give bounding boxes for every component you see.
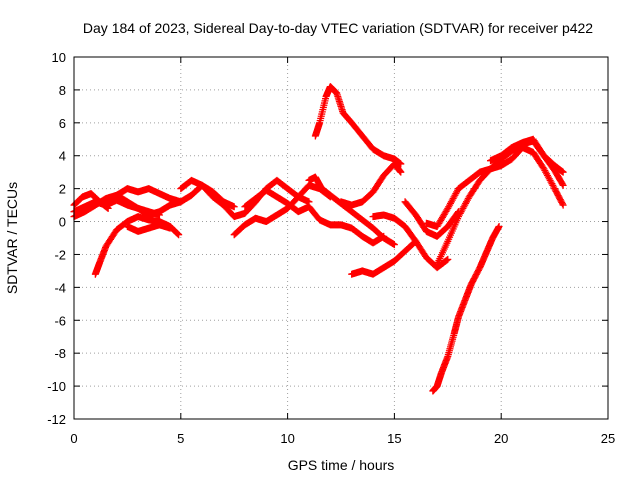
y-tick-label: -12 (47, 412, 66, 427)
y-tick-label: -4 (54, 280, 66, 295)
x-tick-label: 15 (387, 431, 401, 446)
y-tick-label: -6 (54, 313, 66, 328)
y-tick-label: 10 (52, 50, 66, 65)
y-tick-label: 6 (59, 116, 66, 131)
data-point (174, 230, 182, 238)
y-tick-label: -10 (47, 379, 66, 394)
y-tick-label: 4 (59, 149, 66, 164)
x-axis-ticks: 0 5 10 15 20 25 (70, 57, 615, 446)
data-points (70, 83, 567, 395)
x-tick-label: 5 (177, 431, 184, 446)
data-point (443, 256, 451, 264)
data-point (559, 181, 567, 189)
data-point (444, 255, 452, 263)
data-point (559, 168, 567, 176)
y-tick-label: 2 (59, 182, 66, 197)
y-tick-label: 0 (59, 215, 66, 230)
chart-title: Day 184 of 2023, Sidereal Day-to-day VTE… (83, 20, 593, 36)
data-point (166, 224, 174, 232)
y-axis-label: SDTVAR / TECUs (4, 182, 20, 294)
data-point (397, 168, 405, 176)
x-tick-label: 25 (601, 431, 615, 446)
x-tick-label: 0 (70, 431, 77, 446)
x-axis-label: GPS time / hours (288, 457, 395, 473)
y-axis-ticks: -12 -10 -8 -6 -4 -2 0 2 4 6 8 10 (47, 50, 608, 427)
data-point (550, 183, 558, 191)
plot-frame (73, 56, 609, 420)
data-point (558, 180, 566, 188)
data-point (495, 222, 503, 230)
grid (74, 57, 608, 419)
data-point (558, 200, 566, 208)
y-tick-label: -2 (54, 247, 66, 262)
y-tick-label: 8 (59, 83, 66, 98)
x-tick-label: 10 (280, 431, 294, 446)
x-tick-label: 20 (494, 431, 508, 446)
y-tick-label: -8 (54, 346, 66, 361)
data-point (173, 229, 181, 237)
data-point (155, 211, 163, 219)
data-point (559, 201, 567, 209)
data-point (397, 160, 405, 168)
data-point (230, 203, 238, 211)
data-point (390, 241, 398, 249)
data-point (175, 231, 183, 239)
